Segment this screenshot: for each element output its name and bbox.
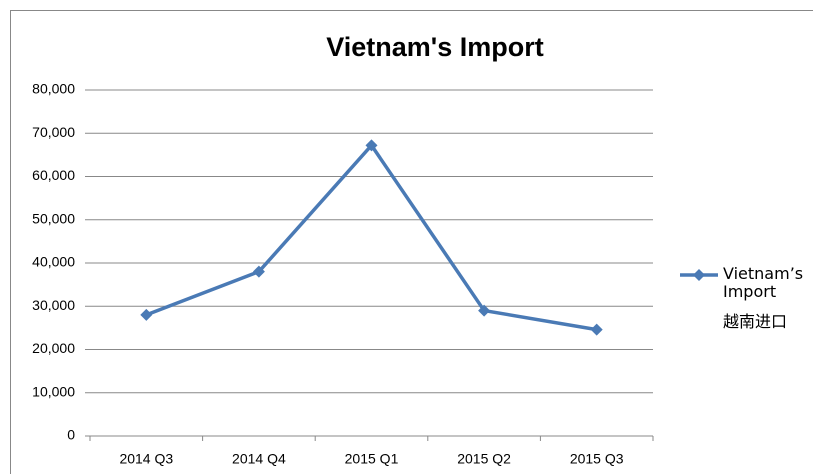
y-tick-label: 10,000 xyxy=(32,383,75,399)
y-tick-label: 50,000 xyxy=(32,210,75,226)
legend-note: 越南进口 xyxy=(723,312,788,331)
x-tick-label: 2015 Q1 xyxy=(345,451,399,467)
y-tick-label: 30,000 xyxy=(32,297,75,313)
series-line xyxy=(145,142,597,332)
x-tick-label: 2014 Q4 xyxy=(232,451,286,467)
point-marker xyxy=(252,265,265,278)
x-tick-label: 2014 Q3 xyxy=(119,451,173,467)
y-tick-label: 60,000 xyxy=(32,167,75,183)
y-tick-label: 70,000 xyxy=(32,124,75,140)
point-marker xyxy=(590,323,603,336)
chart-border xyxy=(10,10,813,474)
x-tick-label: 2015 Q2 xyxy=(457,451,511,467)
x-tick-label: 2015 Q3 xyxy=(570,451,624,467)
y-tick-label: 20,000 xyxy=(32,340,75,356)
legend-marker xyxy=(693,269,705,281)
y-tick-label: 0 xyxy=(67,427,75,443)
chart-title: Vietnam's Import xyxy=(326,32,543,62)
point-marker xyxy=(365,139,378,152)
point-marker xyxy=(478,304,491,317)
point-marker xyxy=(140,308,153,321)
y-tick-label: 80,000 xyxy=(32,81,75,97)
legend-label: Vietnam’s Import xyxy=(723,264,804,301)
y-tick-label: 40,000 xyxy=(32,254,75,270)
